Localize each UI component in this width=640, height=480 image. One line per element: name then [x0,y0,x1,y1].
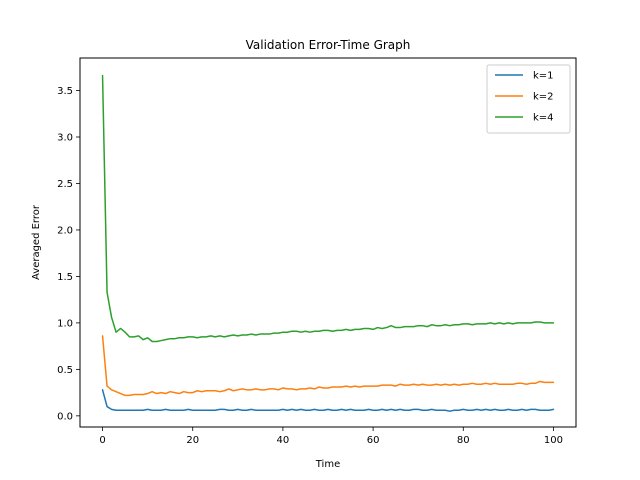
legend-label-2: k=2 [533,92,554,103]
y-tick-label: 0.0 [57,411,73,422]
x-tick-label: 100 [544,435,563,446]
x-axis-title: Time [315,459,340,470]
y-tick-label: 0.5 [57,365,73,376]
y-axis-ticks: 0.0 0.5 1.0 1.5 2.0 2.5 3.0 3.5 [57,86,80,422]
y-tick-label: 2.0 [57,225,73,236]
legend-label-1: k=1 [533,71,554,82]
y-tick-label: 3.5 [57,86,73,97]
y-tick-label: 3.0 [57,133,73,144]
legend-box [486,64,571,134]
legend-entries: k=1 k=2 k=4 [495,71,554,124]
legend-label-3: k=4 [533,113,554,124]
x-tick-label: 80 [457,435,470,446]
series-line-1 [101,389,555,412]
x-tick-label: 60 [367,435,380,446]
legend: k=1 k=2 k=4 [486,64,571,134]
series-line-3 [101,74,555,343]
x-tick-label: 40 [277,435,290,446]
y-tick-label: 1.0 [57,318,73,329]
y-tick-label: 2.5 [57,179,73,190]
series-line-2 [101,335,555,397]
y-axis-title: Averaged Error [31,204,42,280]
y-tick-label: 1.5 [57,272,73,283]
x-axis-ticks: 0 20 40 60 80 100 [99,427,563,446]
x-tick-label: 20 [186,435,199,446]
series-layer [101,74,555,412]
chart-title: Validation Error-Time Graph [246,38,411,52]
plot-frame [79,57,577,428]
x-tick-label: 0 [99,435,105,446]
